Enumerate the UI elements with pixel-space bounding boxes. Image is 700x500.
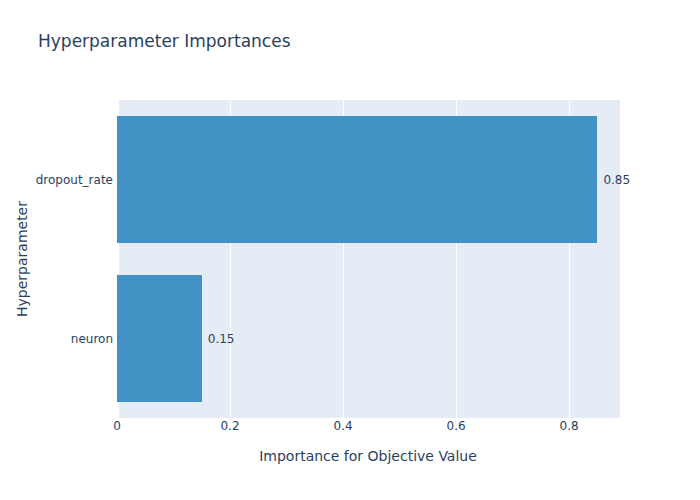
y-tick-label-neuron: neuron xyxy=(71,333,113,345)
x-axis-title: Importance for Objective Value xyxy=(259,448,477,464)
bar-value-label: 0.15 xyxy=(208,333,235,345)
bar-dropout_rate[interactable] xyxy=(117,116,597,243)
x-tick-label-0: 0 xyxy=(113,420,121,432)
x-tick-label-0.8: 0.8 xyxy=(560,420,579,432)
x-tick-label-0.2: 0.2 xyxy=(220,420,239,432)
bar-neuron[interactable] xyxy=(117,275,202,402)
hyperparameter-importances-chart: Hyperparameter Importances Hyperparamete… xyxy=(0,0,700,500)
plot-area: 0.850.15 xyxy=(117,100,620,418)
chart-title: Hyperparameter Importances xyxy=(38,33,291,50)
bar-value-label: 0.85 xyxy=(603,174,630,186)
y-tick-label-dropout_rate: dropout_rate xyxy=(36,174,113,186)
x-tick-label-0.4: 0.4 xyxy=(334,420,353,432)
x-tick-label-0.6: 0.6 xyxy=(447,420,466,432)
y-axis-title: Hyperparameter xyxy=(14,201,30,317)
